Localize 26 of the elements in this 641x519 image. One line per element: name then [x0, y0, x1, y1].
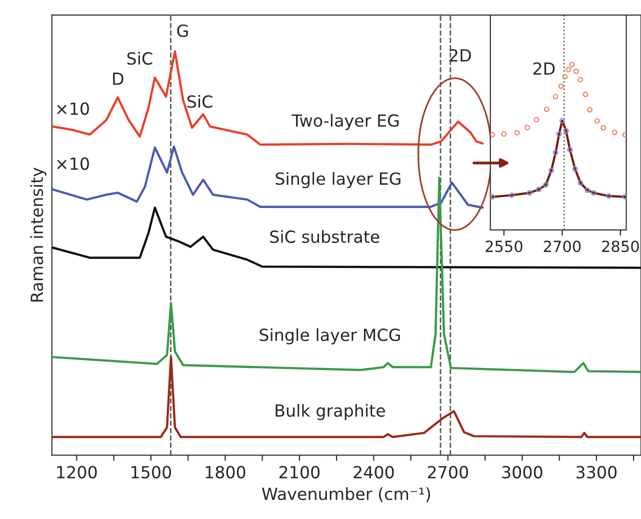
x-tick-label: 3000 — [502, 466, 542, 478]
annotation: Two-layer EG — [292, 114, 399, 130]
annotation: ×10 — [57, 102, 89, 115]
annotation: Single layer MCG — [260, 328, 400, 344]
x-tick-label: 2550 — [486, 240, 522, 252]
annotation: Single layer EG — [276, 172, 400, 188]
annotation: 2D — [450, 49, 471, 62]
annotation: Bulk graphite — [276, 404, 385, 420]
x-tick-label: 2700 — [428, 466, 468, 478]
annotation: SiC — [187, 95, 212, 108]
annotation: D — [113, 72, 124, 85]
text: G — [177, 24, 188, 38]
x-tick-label: 1800 — [206, 466, 246, 478]
annotation: SiC substrate — [270, 230, 380, 244]
x-tick-label: 2100 — [279, 466, 320, 478]
x-axis-title: Wavenumber (cm⁻¹) — [262, 487, 430, 502]
x-tick-label: 1200 — [57, 466, 97, 478]
x-tick-label: 2700 — [544, 240, 581, 252]
x-tick-label: 2850 — [602, 240, 639, 252]
y-axis-title: Raman intensity — [30, 168, 46, 302]
annotation: ×10 — [57, 157, 89, 170]
annotation: 2D — [533, 62, 555, 75]
x-tick-label: 1500 — [132, 466, 172, 478]
x-tick-label: 3300 — [576, 466, 617, 478]
annotation: SiC — [127, 52, 152, 65]
x-tick-label: 2400 — [354, 466, 394, 478]
